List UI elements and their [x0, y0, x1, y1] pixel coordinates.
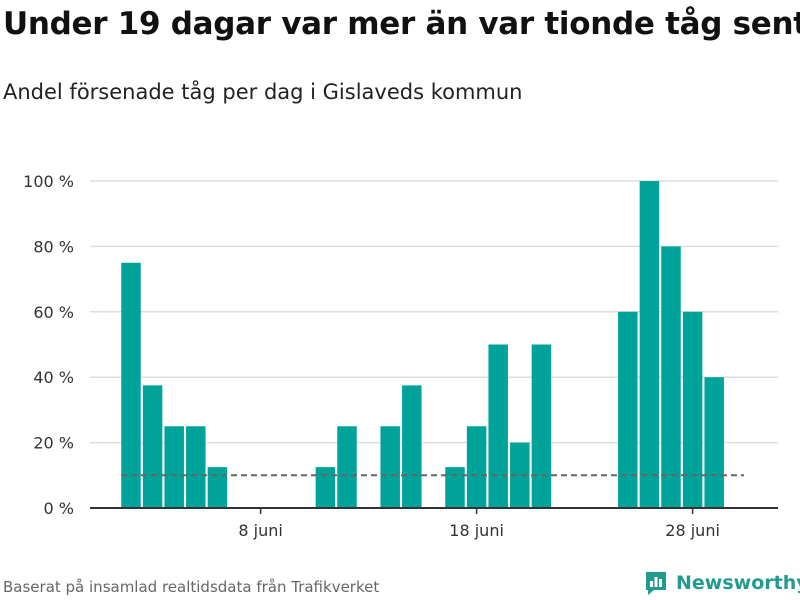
bar [445, 467, 465, 508]
y-axis-labels: 0 % 20 % 40 % 60 % 80 % 100 % [23, 172, 74, 518]
bar [337, 426, 357, 508]
x-tick-label: 8 juni [238, 521, 282, 540]
bar [510, 442, 530, 508]
newsworthy-logo-text: Newsworthy [676, 572, 800, 594]
bar [402, 385, 422, 508]
y-tick-label: 80 % [33, 237, 74, 256]
y-tick-label: 40 % [33, 368, 74, 387]
bar [207, 467, 228, 508]
newsworthy-logo: Newsworthy [644, 570, 800, 596]
x-tick-label: 18 juni [449, 521, 504, 540]
source-note: Baserat på insamlad realtidsdata från Tr… [3, 578, 380, 596]
chart-title: Under 19 dagar var mer än var tionde tåg… [3, 6, 800, 42]
y-tick-label: 0 % [44, 499, 74, 518]
bar [661, 246, 681, 508]
chart-subtitle: Andel försenade tåg per dag i Gislaveds … [3, 80, 523, 104]
bar [618, 311, 638, 508]
newsworthy-logo-icon [646, 572, 666, 595]
bar [315, 467, 336, 508]
bar [142, 385, 163, 508]
bar [682, 311, 703, 508]
x-axis: 8 juni 18 juni 28 juni [90, 507, 778, 540]
y-tick-label: 100 % [23, 172, 74, 191]
bar [488, 344, 508, 508]
bar [186, 426, 206, 508]
bars [121, 181, 724, 508]
y-tick-label: 20 % [33, 434, 74, 453]
bar [164, 426, 184, 508]
bar [466, 426, 487, 508]
x-tick-label: 28 juni [665, 521, 720, 540]
bar [704, 377, 724, 508]
bar [531, 344, 552, 508]
bar [121, 262, 141, 508]
bar [380, 426, 400, 508]
y-tick-label: 60 % [33, 303, 74, 322]
bar [639, 181, 660, 508]
